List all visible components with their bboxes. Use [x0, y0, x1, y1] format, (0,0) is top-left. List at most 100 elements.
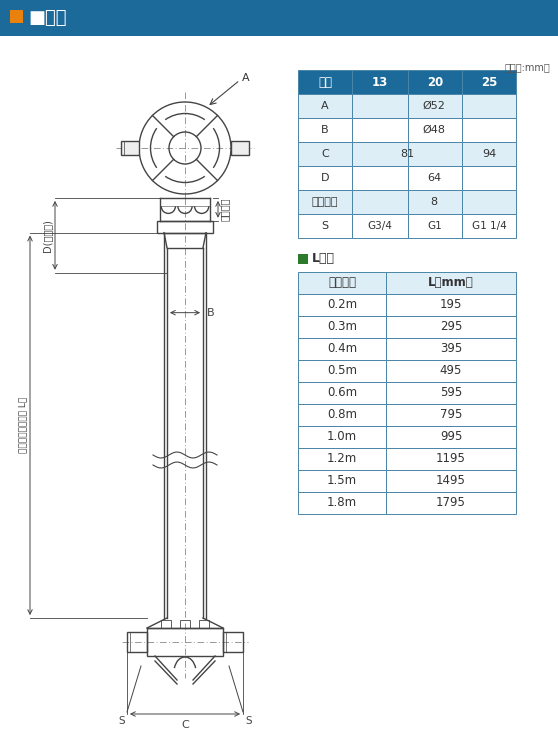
Bar — [298, 190, 352, 214]
Bar — [462, 94, 516, 118]
Text: L（mm）: L（mm） — [428, 277, 474, 290]
Text: 20: 20 — [427, 75, 443, 88]
Bar — [408, 94, 462, 118]
Text: 295: 295 — [440, 320, 462, 333]
Bar — [462, 70, 516, 94]
Text: Ø52: Ø52 — [422, 101, 445, 111]
Text: B: B — [207, 308, 215, 317]
Bar — [462, 142, 516, 166]
Bar — [180, 620, 190, 628]
Text: S: S — [118, 716, 125, 726]
Text: C: C — [181, 720, 189, 730]
Bar — [462, 214, 516, 238]
Text: 0.5m: 0.5m — [327, 364, 357, 378]
Text: 呼び長さ（実寸法 L）: 呼び長さ（実寸法 L） — [18, 397, 27, 453]
Text: D: D — [321, 173, 329, 183]
Text: C: C — [321, 149, 329, 159]
Text: 1.5m: 1.5m — [327, 474, 357, 488]
Bar — [298, 426, 386, 448]
Bar — [386, 470, 516, 492]
Bar — [298, 404, 386, 426]
Text: 1795: 1795 — [436, 496, 466, 510]
Bar — [352, 214, 408, 238]
Text: 94: 94 — [482, 149, 496, 159]
Bar — [231, 141, 249, 155]
Text: 495: 495 — [440, 364, 462, 378]
Bar — [386, 448, 516, 470]
Text: S: S — [245, 716, 252, 726]
Text: B: B — [321, 125, 329, 135]
Bar — [386, 272, 516, 294]
Text: 0.8m: 0.8m — [327, 409, 357, 421]
Text: G1: G1 — [427, 221, 442, 231]
Text: 0.4m: 0.4m — [327, 342, 357, 355]
Bar — [408, 190, 462, 214]
Text: 0.6m: 0.6m — [327, 387, 357, 400]
Text: 口径: 口径 — [318, 75, 332, 88]
Bar — [157, 221, 213, 233]
Bar — [386, 294, 516, 316]
Bar — [462, 118, 516, 142]
Bar — [386, 492, 516, 514]
Bar — [161, 620, 171, 628]
Bar — [147, 628, 223, 656]
Bar — [408, 118, 462, 142]
Bar — [352, 118, 408, 142]
Text: 995: 995 — [440, 431, 462, 443]
Text: 595: 595 — [440, 387, 462, 400]
Text: 195: 195 — [440, 299, 462, 311]
Bar — [121, 141, 139, 155]
Bar — [298, 448, 386, 470]
Bar — [298, 142, 352, 166]
Text: ■寸法: ■寸法 — [28, 9, 66, 27]
Text: G3/4: G3/4 — [368, 221, 392, 231]
Bar — [386, 338, 516, 360]
Text: D(全開時): D(全開時) — [42, 219, 52, 252]
Bar — [352, 70, 408, 94]
Text: G1 1/4: G1 1/4 — [472, 221, 506, 231]
Text: リフト量: リフト量 — [312, 197, 338, 207]
Bar — [352, 94, 408, 118]
Text: Ø48: Ø48 — [422, 125, 445, 135]
Text: リフト量: リフト量 — [220, 198, 230, 221]
Text: 8: 8 — [430, 197, 437, 207]
Bar — [298, 360, 386, 382]
Bar — [386, 316, 516, 338]
Text: A: A — [242, 73, 249, 83]
Bar — [10, 10, 23, 23]
Text: 1495: 1495 — [436, 474, 466, 488]
Bar — [352, 166, 408, 190]
Bar — [199, 620, 209, 628]
Text: 13: 13 — [372, 75, 388, 88]
Bar — [352, 190, 408, 214]
Bar — [298, 94, 352, 118]
Text: 795: 795 — [440, 409, 462, 421]
Text: 1195: 1195 — [436, 452, 466, 465]
Text: L寸法: L寸法 — [312, 253, 335, 265]
Text: 395: 395 — [440, 342, 462, 355]
Bar — [386, 360, 516, 382]
Bar — [127, 632, 147, 652]
Bar — [298, 70, 352, 94]
Bar — [386, 382, 516, 404]
Bar — [386, 404, 516, 426]
Text: 1.8m: 1.8m — [327, 496, 357, 510]
Bar — [408, 70, 462, 94]
Bar — [223, 632, 243, 652]
Text: S: S — [321, 221, 329, 231]
Bar — [298, 214, 352, 238]
Bar — [462, 166, 516, 190]
Text: 0.2m: 0.2m — [327, 299, 357, 311]
Bar — [298, 470, 386, 492]
Text: 1.0m: 1.0m — [327, 431, 357, 443]
Bar — [298, 254, 308, 264]
Bar — [386, 426, 516, 448]
Text: 1.2m: 1.2m — [327, 452, 357, 465]
Bar — [352, 142, 408, 166]
Bar — [298, 118, 352, 142]
Bar — [462, 190, 516, 214]
Bar — [298, 294, 386, 316]
Bar — [298, 272, 386, 294]
Bar — [298, 338, 386, 360]
Bar — [298, 166, 352, 190]
